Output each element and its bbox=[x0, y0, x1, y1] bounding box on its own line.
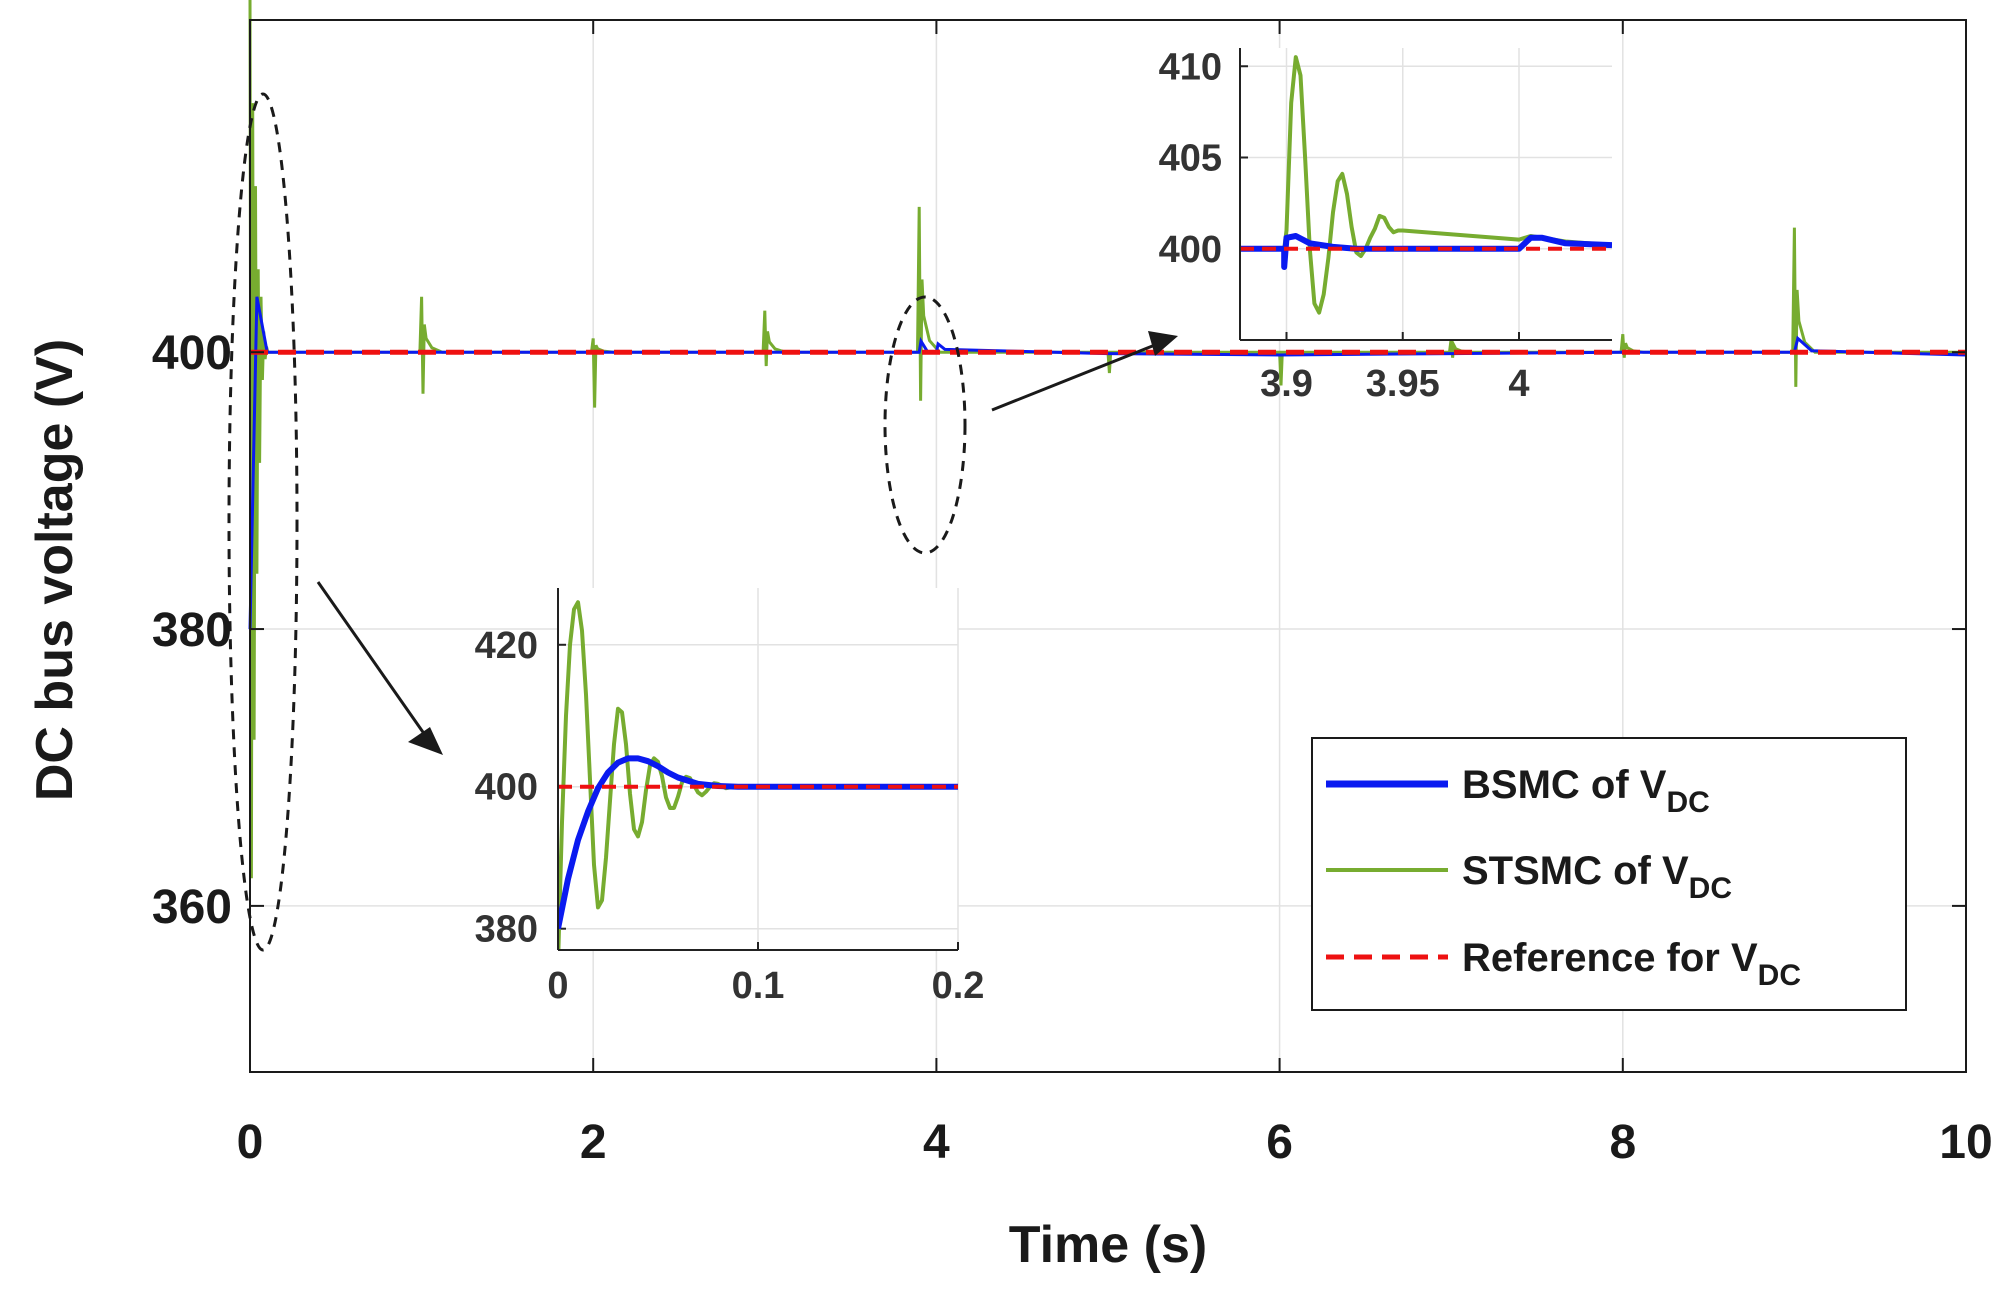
highlight-ellipse-start bbox=[227, 92, 299, 952]
inset-x-tick-label: 3.95 bbox=[1366, 363, 1440, 405]
y-axis-label: DC bus voltage (V) bbox=[26, 339, 84, 801]
arrow-step-head bbox=[1148, 331, 1178, 356]
inset-step-series bbox=[1240, 55, 1612, 315]
inset-series-stsmc bbox=[1240, 55, 1612, 315]
y-tick-label: 380 bbox=[152, 604, 232, 657]
y-tick-label: 400 bbox=[152, 327, 232, 380]
inset-x-tick-label: 3.9 bbox=[1260, 363, 1313, 405]
inset-series-bsmc bbox=[1240, 233, 1612, 270]
legend-items: BSMC of VDC STSMC of VDC Reference for VDC bbox=[1326, 763, 1801, 992]
highlight-ellipse-step bbox=[883, 295, 967, 555]
x-tick-label: 0 bbox=[237, 1116, 264, 1169]
inset-start-series bbox=[558, 600, 958, 950]
inset-series-stsmc bbox=[558, 600, 958, 950]
annotations bbox=[227, 92, 1178, 952]
inset-y-tick-label: 420 bbox=[475, 625, 538, 667]
inset-y-tick-label: 380 bbox=[475, 909, 538, 951]
arrow-start-head bbox=[408, 727, 443, 755]
y-tick-label: 360 bbox=[152, 881, 232, 934]
x-tick-label: 10 bbox=[1939, 1116, 1992, 1169]
inset-x-tick-label: 0.1 bbox=[732, 965, 785, 1007]
inset-start-tick-labels: 0 0.1 0.2 380 400 420 bbox=[475, 625, 985, 1007]
x-tick-label: 4 bbox=[923, 1116, 950, 1169]
x-tick-label: 6 bbox=[1266, 1116, 1293, 1169]
inset-y-tick-label: 410 bbox=[1159, 46, 1222, 88]
inset-step-bg bbox=[1240, 48, 1612, 340]
main-tick-labels: 0 2 4 6 8 10 360 380 400 bbox=[152, 327, 1993, 1169]
inset-x-tick-label: 0 bbox=[547, 965, 568, 1007]
x-tick-label: 8 bbox=[1609, 1116, 1636, 1169]
inset-y-tick-label: 405 bbox=[1159, 138, 1222, 180]
legend: BSMC of VDC STSMC of VDC Reference for VDC bbox=[1311, 737, 1907, 1011]
x-axis-label: Time (s) bbox=[1009, 1216, 1207, 1274]
arrow-start-line bbox=[316, 581, 427, 736]
inset-step-tick-labels: 3.9 3.95 4 400 405 410 bbox=[1159, 46, 1530, 405]
legend-label: STSMC of VDC bbox=[1462, 849, 1732, 905]
x-tick-label: 2 bbox=[580, 1116, 607, 1169]
inset-y-tick-label: 400 bbox=[1159, 229, 1222, 271]
legend-label: Reference for VDC bbox=[1462, 936, 1801, 992]
inset-step: 3.9 3.95 4 400 405 410 bbox=[1159, 46, 1612, 405]
main-ticks bbox=[249, 20, 1967, 1072]
inset-start: 0 0.1 0.2 380 400 420 bbox=[475, 588, 985, 1007]
inset-x-tick-label: 4 bbox=[1508, 363, 1529, 405]
main-axes-frame bbox=[249, 19, 1967, 1073]
inset-y-tick-label: 400 bbox=[475, 767, 538, 809]
legend-label: BSMC of VDC bbox=[1462, 763, 1710, 819]
inset-x-tick-label: 0.2 bbox=[932, 965, 985, 1007]
arrow-step-line bbox=[991, 343, 1156, 412]
